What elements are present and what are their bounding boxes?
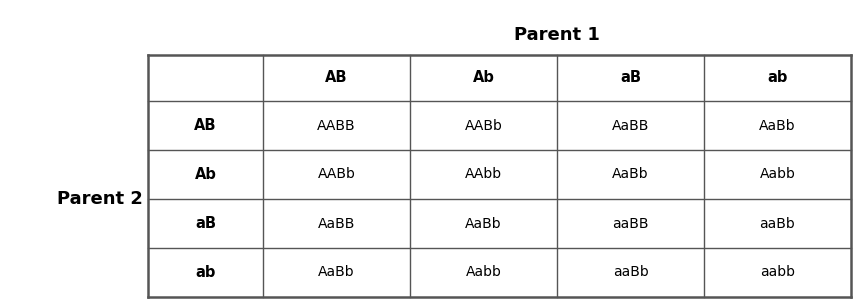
Text: aB: aB <box>195 216 216 231</box>
Text: AB: AB <box>326 70 348 85</box>
Text: Aabb: Aabb <box>759 167 795 181</box>
Text: AaBB: AaBB <box>612 118 649 132</box>
Text: AaBb: AaBb <box>466 217 502 230</box>
Text: aaBb: aaBb <box>612 266 649 279</box>
Text: AABB: AABB <box>317 118 356 132</box>
Text: aB: aB <box>620 70 641 85</box>
Text: aabb: aabb <box>760 266 795 279</box>
Text: aaBB: aaBB <box>612 217 649 230</box>
Text: AABb: AABb <box>318 167 356 181</box>
Text: AAbb: AAbb <box>465 167 502 181</box>
Text: ab: ab <box>195 265 216 280</box>
Text: Aabb: Aabb <box>466 266 502 279</box>
Text: Parent 2: Parent 2 <box>58 190 143 208</box>
Text: Ab: Ab <box>472 70 495 85</box>
Text: AaBb: AaBb <box>612 167 649 181</box>
Text: AABb: AABb <box>465 118 503 132</box>
Text: AaBB: AaBB <box>318 217 355 230</box>
Text: ab: ab <box>767 70 788 85</box>
Text: Parent 1: Parent 1 <box>514 26 600 44</box>
Text: Ab: Ab <box>194 167 216 182</box>
Text: AB: AB <box>194 118 216 133</box>
Text: AaBb: AaBb <box>759 118 795 132</box>
Text: aaBb: aaBb <box>759 217 795 230</box>
Text: AaBb: AaBb <box>318 266 355 279</box>
